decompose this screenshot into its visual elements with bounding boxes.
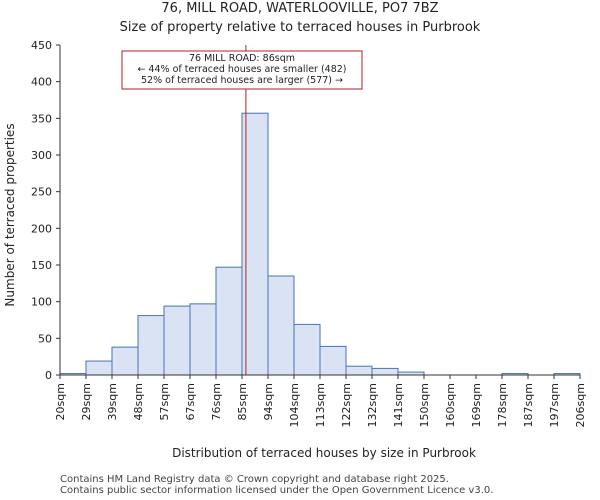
x-tick-label: 160sqm	[444, 383, 457, 427]
x-ticks-group: 20sqm 29sqm 39sqm 48sqm 57sqm 67sqm 76sqm 85sqm…	[54, 375, 587, 427]
y-tick-label: 350	[31, 112, 52, 125]
x-tick-label: 122sqm	[340, 383, 353, 427]
bars-group	[59, 112, 581, 376]
y-tick-label: 450	[31, 39, 52, 52]
bar-122sqm	[345, 365, 373, 376]
x-tick-label: 169sqm	[470, 383, 483, 427]
x-tick-label: 141sqm	[392, 383, 405, 427]
annotation-line2: ← 44% of terraced houses are smaller (48…	[137, 64, 346, 75]
x-axis-title: Distribution of terraced houses by size …	[172, 446, 476, 460]
y-tick-label: 250	[31, 186, 52, 199]
x-tick-label: 150sqm	[418, 383, 431, 427]
x-tick-label: 39sqm	[106, 383, 119, 420]
annotation-line1: 76 MILL ROAD: 86sqm	[189, 53, 295, 64]
x-tick-label: 178sqm	[496, 383, 509, 427]
y-axis-title: Number of terraced properties	[3, 123, 17, 306]
y-tick-label: 100	[31, 296, 52, 309]
annotation-box: 76 MILL ROAD: 86sqm ← 44% of terraced ho…	[121, 50, 363, 90]
bar-76sqm	[215, 266, 243, 376]
x-tick-label: 132sqm	[366, 383, 379, 427]
x-tick-label: 20sqm	[54, 383, 67, 420]
y-tick-label: 0	[45, 369, 52, 382]
bar-104sqm	[293, 323, 321, 376]
annotation-frame	[121, 50, 363, 90]
bar-132sqm	[371, 367, 399, 376]
y-ticks-group: 0 50 100 150 200 250 300 350 400 450	[31, 39, 60, 382]
y-tick-label: 400	[31, 76, 52, 89]
bar-113sqm	[319, 345, 347, 376]
chart-title-line1: 76, MILL ROAD, WATERLOOVILLE, PO7 7BZ	[161, 1, 438, 16]
x-tick-label: 76sqm	[210, 383, 223, 420]
footer-line2: Contains public sector information licen…	[60, 485, 494, 496]
y-tick-label: 300	[31, 149, 52, 162]
annotation-line3: 52% of terraced houses are larger (577) …	[141, 75, 343, 86]
bar-94sqm	[267, 275, 295, 376]
footer-line1: Contains HM Land Registry data © Crown c…	[60, 474, 449, 485]
x-tick-label: 67sqm	[184, 383, 197, 420]
bar-67sqm	[189, 303, 217, 376]
x-tick-label: 85sqm	[236, 383, 249, 420]
x-tick-label: 94sqm	[262, 383, 275, 420]
x-tick-label: 113sqm	[314, 383, 327, 427]
x-tick-label: 57sqm	[158, 383, 171, 420]
y-tick-label: 150	[31, 259, 52, 272]
x-tick-label: 104sqm	[288, 383, 301, 427]
x-tick-label: 197sqm	[548, 383, 561, 427]
bar-39sqm	[111, 346, 139, 376]
x-tick-label: 206sqm	[574, 383, 587, 427]
bar-48sqm	[137, 315, 165, 376]
y-tick-label: 50	[38, 332, 52, 345]
x-tick-label: 187sqm	[522, 383, 535, 427]
x-tick-label: 48sqm	[132, 383, 145, 420]
x-tick-label: 29sqm	[80, 383, 93, 420]
chart-title-line2: Size of property relative to terraced ho…	[120, 20, 481, 35]
bar-29sqm	[85, 360, 113, 376]
bar-57sqm	[163, 305, 191, 376]
y-tick-label: 200	[31, 222, 52, 235]
